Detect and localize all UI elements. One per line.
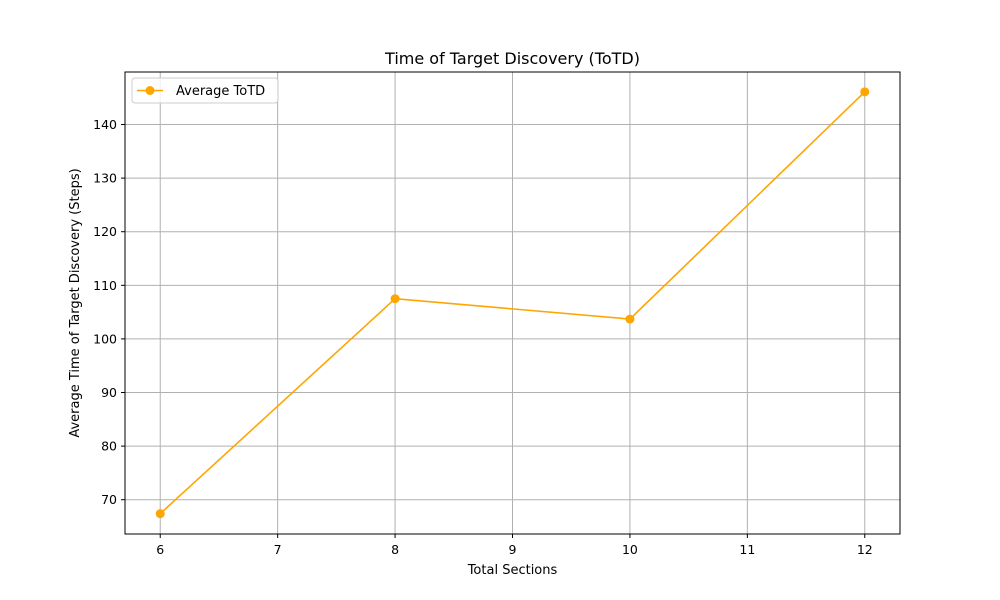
y-tick-label: 70 xyxy=(101,492,117,507)
data-point xyxy=(625,314,635,324)
x-tick-label: 9 xyxy=(509,542,517,557)
y-tick-label: 140 xyxy=(93,117,117,132)
x-tick-label: 6 xyxy=(156,542,164,557)
x-axis: 6 7 8 9 10 11 12 xyxy=(156,534,873,557)
legend: Average ToTD xyxy=(131,77,279,104)
x-tick-label: 7 xyxy=(274,542,282,557)
y-tick-label: 80 xyxy=(101,439,117,454)
y-tick-label: 100 xyxy=(93,331,117,346)
x-axis-title: Total Sections xyxy=(467,563,558,578)
y-tick-label: 90 xyxy=(101,385,117,400)
y-axis: 70 80 90 100 110 120 130 140 xyxy=(93,117,125,507)
y-tick-label: 130 xyxy=(93,171,117,186)
data-point xyxy=(390,294,400,304)
x-tick-label: 8 xyxy=(391,542,399,557)
y-tick-label: 120 xyxy=(93,224,117,239)
legend-label: Average ToTD xyxy=(176,84,265,99)
x-tick-label: 10 xyxy=(622,542,638,557)
legend-box xyxy=(131,77,279,104)
x-tick-label: 11 xyxy=(739,542,755,557)
y-tick-label: 110 xyxy=(93,278,117,293)
y-axis-title: Average Time of Target Discovery (Steps) xyxy=(68,168,83,437)
x-tick-label: 12 xyxy=(857,542,873,557)
grid xyxy=(125,72,900,534)
series-line xyxy=(159,91,866,515)
data-point xyxy=(860,87,870,97)
chart-title: Time of Target Discovery (ToTD) xyxy=(384,49,640,68)
data-point xyxy=(155,509,165,519)
legend-marker-swatch xyxy=(145,86,155,95)
series-average-totd xyxy=(155,87,870,519)
